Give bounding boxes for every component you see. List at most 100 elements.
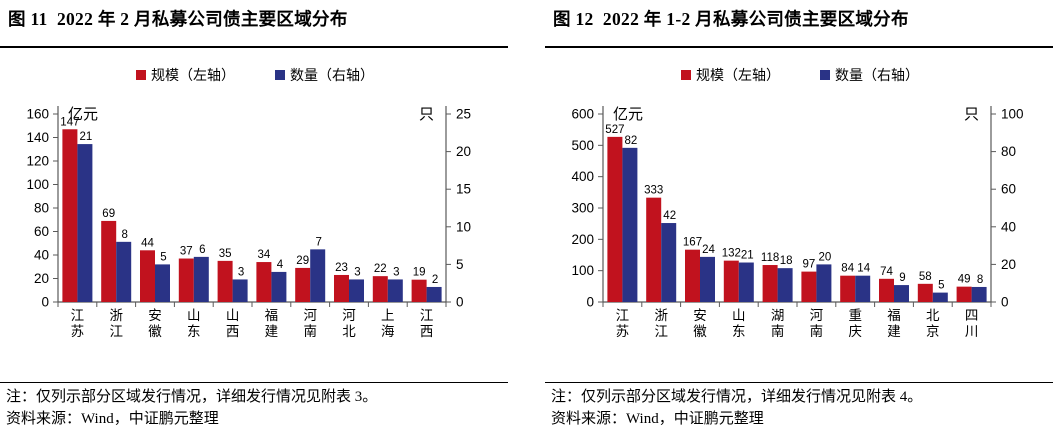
legend-item-scale: 规模（左轴） <box>681 66 780 84</box>
bar-scale <box>917 283 933 302</box>
bar-chart: 0 100 200 300 400 500 600 0 20 40 60 80 100 亿元 只 527 82 江… <box>545 92 1055 370</box>
y-axis-left-tick-label: 80 <box>34 201 49 216</box>
left-axis-unit-label: 亿元 <box>613 106 643 123</box>
bar-scale <box>879 278 894 302</box>
y-axis-right-tick-label: 100 <box>1001 107 1024 122</box>
scale-series-swatch-icon <box>136 70 146 80</box>
count-value-label: 24 <box>702 244 715 256</box>
bar-count <box>661 223 677 302</box>
count-value-label: 20 <box>819 251 832 263</box>
figure-panel-right: 图 12 2022 年 1-2 月私募公司债主要区域分布 规模（左轴） 数量（右… <box>545 0 1055 436</box>
y-axis-left-tick-label: 300 <box>571 201 594 216</box>
y-axis-right-tick-label: 0 <box>1001 295 1009 310</box>
bar-count <box>232 279 248 302</box>
bar-count <box>349 279 364 302</box>
scale-value-label: 527 <box>605 124 624 136</box>
bar-chart: 0 20 40 60 80 100 120 140 160 0 5 10 15 20 25 亿元只 147 21 江… <box>0 92 510 370</box>
count-value-label: 3 <box>354 266 360 278</box>
bar-count <box>855 275 871 302</box>
count-value-label: 8 <box>121 229 127 241</box>
legend-label: 规模（左轴） <box>696 67 780 83</box>
bar-count <box>116 241 132 302</box>
category-label: 安徽 <box>148 308 162 339</box>
bar-count <box>271 271 287 302</box>
left-axis-unit-label: 亿元 <box>68 106 98 123</box>
bar-scale <box>956 286 972 302</box>
scale-series-swatch-icon <box>681 70 691 80</box>
bar-scale <box>723 260 739 302</box>
count-value-label: 5 <box>938 280 944 292</box>
bar-scale <box>646 197 662 302</box>
notes: 注：仅列示部分区域发行情况，详细发行情况见附表 3。 资料来源：Wind，中证鹏… <box>6 386 510 430</box>
bar-scale <box>295 267 311 302</box>
bar-scale <box>334 274 349 302</box>
bar-count <box>426 286 442 302</box>
y-axis-left-tick-label: 100 <box>26 177 49 192</box>
scale-value-label: 118 <box>761 252 779 264</box>
bar-count <box>77 144 93 302</box>
bar-scale <box>101 220 117 302</box>
figure-panel-left: 图 11 2022 年 2 月私募公司债主要区域分布 规模（左轴） 数量（右轴）… <box>0 0 510 436</box>
scale-value-label: 147 <box>60 116 79 128</box>
count-value-label: 6 <box>199 244 205 256</box>
category-label: 江西 <box>420 308 434 339</box>
bar-scale <box>178 258 194 302</box>
y-axis-right-tick-label: 25 <box>456 107 471 122</box>
bar-scale <box>685 249 700 302</box>
bar-scale <box>256 262 272 302</box>
category-label: 福建 <box>887 308 901 339</box>
notes-divider <box>0 382 508 383</box>
bar-count <box>816 264 832 302</box>
y-axis-left-tick-label: 0 <box>586 295 594 310</box>
category-label: 浙江 <box>109 308 123 339</box>
notes: 注：仅列示部分区域发行情况，详细发行情况见附表 4。 资料来源：Wind，中证鹏… <box>551 386 1055 430</box>
y-axis-right-tick-label: 20 <box>1001 257 1016 272</box>
category-label: 四川 <box>965 308 979 339</box>
scale-value-label: 37 <box>180 246 193 258</box>
bar-scale <box>762 265 778 302</box>
count-value-label: 82 <box>625 135 638 147</box>
bar-scale <box>217 260 233 302</box>
category-label: 河南 <box>303 308 317 339</box>
count-value-label: 21 <box>80 131 93 143</box>
y-axis-left-tick-label: 100 <box>571 263 594 278</box>
scale-value-label: 132 <box>722 248 741 260</box>
y-axis-left-tick-label: 40 <box>34 248 49 263</box>
count-series-swatch-icon <box>275 70 285 80</box>
y-axis-left-tick-label: 500 <box>571 138 594 153</box>
right-axis-unit-label: 只 <box>964 106 979 123</box>
legend-item-scale: 规模（左轴） <box>136 66 235 84</box>
count-series-swatch-icon <box>820 70 830 80</box>
figure-title: 图 11 2022 年 2 月私募公司债主要区域分布 <box>8 9 348 29</box>
bar-count <box>777 268 793 302</box>
bar-scale <box>140 250 155 302</box>
y-axis-right-tick-label: 80 <box>1001 144 1016 159</box>
scale-value-label: 69 <box>102 208 115 220</box>
category-label: 浙江 <box>654 308 668 339</box>
notes-divider <box>545 382 1053 383</box>
count-value-label: 2 <box>432 274 438 286</box>
y-axis-left-tick-label: 120 <box>26 154 49 169</box>
y-axis-left-tick-label: 0 <box>41 295 49 310</box>
count-value-label: 7 <box>315 236 321 248</box>
scale-value-label: 97 <box>803 259 816 271</box>
scale-value-label: 44 <box>141 237 154 249</box>
category-label: 山西 <box>226 308 240 339</box>
scale-value-label: 23 <box>335 262 348 274</box>
category-label: 湖南 <box>771 308 785 339</box>
bar-scale <box>840 275 856 302</box>
category-label: 山东 <box>732 308 746 339</box>
category-label: 福建 <box>265 308 279 339</box>
count-value-label: 42 <box>663 210 676 222</box>
legend-label: 数量（右轴） <box>290 67 374 83</box>
note-line-1: 注：仅列示部分区域发行情况，详细发行情况见附表 3。 <box>6 389 378 405</box>
note-line-1: 注：仅列示部分区域发行情况，详细发行情况见附表 4。 <box>551 389 923 405</box>
count-value-label: 8 <box>977 274 983 286</box>
y-axis-right-tick-label: 40 <box>1001 219 1016 234</box>
legend-item-count: 数量（右轴） <box>820 66 919 84</box>
scale-value-label: 34 <box>258 249 271 261</box>
scale-value-label: 35 <box>219 248 232 260</box>
bar-count <box>894 285 909 302</box>
figure-title: 图 12 2022 年 1-2 月私募公司债主要区域分布 <box>553 9 909 29</box>
